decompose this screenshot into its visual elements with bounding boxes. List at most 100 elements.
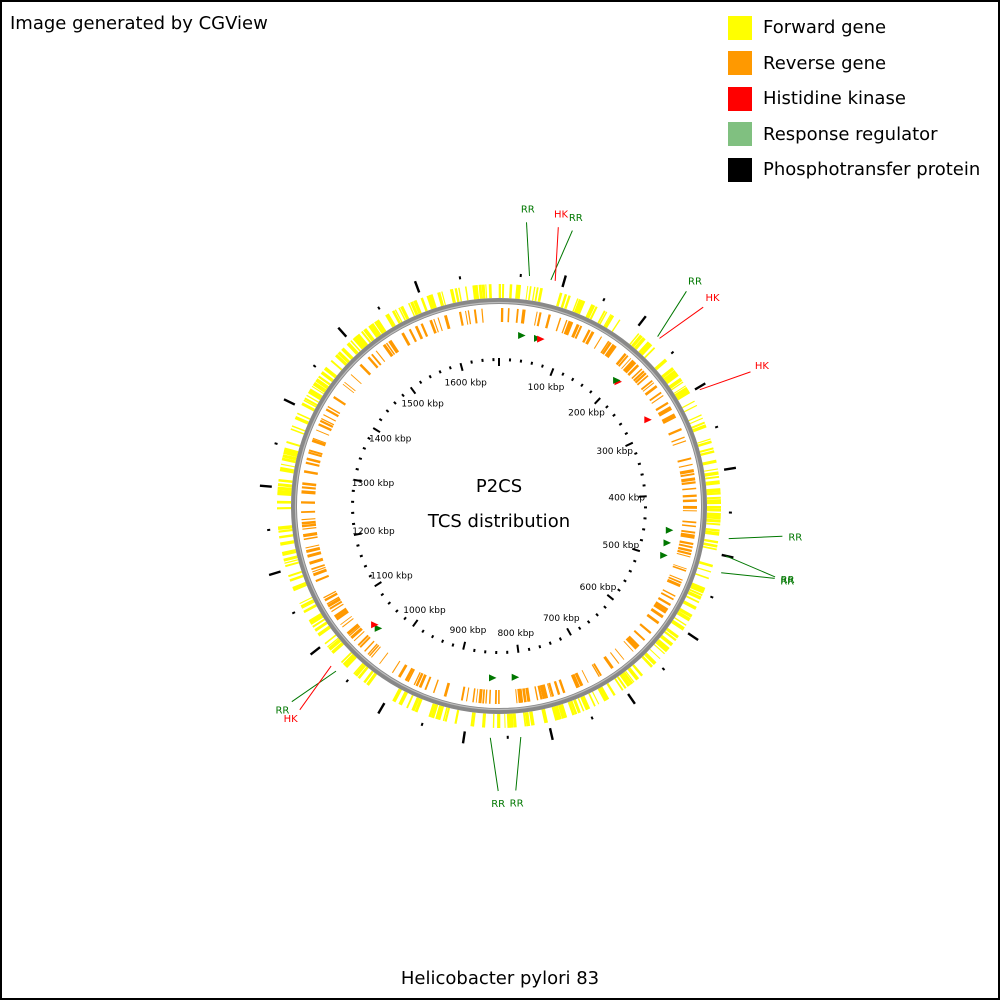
- forward-gene: [655, 640, 669, 653]
- reverse-gene: [653, 603, 667, 614]
- reverse-gene: [308, 449, 323, 456]
- forward-gene: [426, 294, 435, 310]
- forward-gene: [392, 688, 402, 703]
- forward-gene: [328, 638, 342, 651]
- ruler-tick-minor: [595, 613, 599, 617]
- outer-tick-minor: [420, 722, 424, 727]
- legend-label: Phosphotransfer protein: [763, 159, 981, 181]
- reverse-gene: [370, 646, 381, 658]
- reverse-gene: [547, 682, 555, 697]
- reverse-gene: [306, 457, 321, 464]
- forward-gene: [346, 342, 359, 355]
- reverse-gene: [437, 317, 443, 332]
- ruler-label: 1300 kbp: [352, 479, 395, 489]
- reverse-gene: [668, 428, 682, 436]
- ruler-tick-minor: [451, 643, 455, 647]
- forward-gene: [588, 693, 596, 707]
- ruler-tick-minor: [603, 605, 607, 609]
- forward-gene: [357, 666, 369, 679]
- ruler-tick-minor: [441, 639, 445, 643]
- tcs-marker: [660, 551, 668, 559]
- reverse-gene: [301, 518, 316, 521]
- legend-item-reverse-gene: Reverse gene: [728, 46, 980, 82]
- forward-gene: [473, 284, 480, 300]
- legend-label: Response regulator: [763, 123, 938, 145]
- reverse-gene: [520, 309, 526, 324]
- forward-gene: [376, 319, 387, 333]
- reverse-gene: [677, 457, 692, 463]
- reverse-gene: [308, 451, 323, 458]
- ruler-tick-minor: [612, 413, 616, 417]
- forward-gene: [398, 307, 407, 321]
- forward-gene: [292, 581, 306, 589]
- ruler-label: 200 kbp: [568, 409, 605, 419]
- reverse-gene: [681, 524, 696, 528]
- reverse-gene: [651, 395, 664, 404]
- forward-gene: [687, 590, 702, 600]
- forward-gene: [515, 284, 521, 299]
- reverse-gene: [382, 343, 394, 358]
- rr-label: RR: [688, 277, 702, 288]
- forward-gene: [509, 284, 513, 299]
- reverse-gene: [333, 396, 347, 406]
- reverse-gene: [553, 680, 561, 695]
- reverse-gene: [677, 546, 693, 553]
- feature-leader-line: [291, 670, 337, 703]
- ruler-label: 900 kbp: [450, 626, 487, 636]
- legend-item-response-regulator: Response regulator: [728, 117, 980, 153]
- forward-gene: [704, 471, 719, 477]
- reverse-gene: [539, 684, 546, 700]
- reverse-gene: [680, 472, 695, 478]
- outer-tick-major: [377, 702, 386, 715]
- reverse-gene: [303, 536, 318, 541]
- ruler-tick-minor: [380, 592, 385, 597]
- forward-gene: [556, 292, 563, 307]
- forward-gene: [603, 314, 612, 327]
- genome-backbone: [291, 298, 707, 714]
- forward-gene: [485, 284, 488, 299]
- reverse-gene: [371, 353, 382, 366]
- forward-gene: [279, 534, 294, 539]
- ruler-tick-minor: [618, 422, 623, 426]
- forward-gene: [385, 313, 396, 328]
- reverse-gene: [321, 418, 335, 426]
- forward-gene: [304, 397, 318, 407]
- reverse-gene: [346, 623, 360, 635]
- reverse-gene: [671, 436, 685, 443]
- reverse-gene: [541, 684, 549, 699]
- forward-gene: [572, 298, 579, 312]
- ruler-tick-minor: [358, 457, 363, 461]
- forward-gene: [592, 691, 600, 705]
- forward-gene: [580, 695, 591, 710]
- ruler-tick-minor: [637, 462, 642, 466]
- outer-tick-minor: [710, 595, 714, 599]
- reverse-gene: [651, 608, 664, 617]
- ruler-tick-major: [638, 495, 647, 498]
- forward-gene: [308, 388, 323, 399]
- reverse-gene: [682, 520, 697, 524]
- forward-gene: [684, 404, 698, 413]
- feature-leader-line: [728, 535, 783, 540]
- forward-gene: [690, 584, 705, 594]
- forward-gene: [344, 655, 357, 669]
- forward-gene: [370, 322, 382, 337]
- forward-gene: [281, 457, 296, 464]
- forward-gene: [589, 306, 598, 320]
- forward-gene: [366, 672, 378, 686]
- forward-gene: [622, 671, 634, 685]
- forward-gene: [429, 294, 437, 309]
- reverse-gene: [424, 676, 432, 691]
- forward-gene: [363, 328, 375, 342]
- forward-gene: [705, 530, 720, 536]
- reverse-gene: [642, 382, 655, 392]
- forward-gene: [350, 340, 361, 352]
- ruler-label: 700 kbp: [543, 614, 580, 624]
- outer-tick-major: [687, 632, 699, 641]
- forward-gene: [689, 417, 704, 425]
- reverse-gene: [472, 688, 476, 703]
- reverse-gene: [305, 544, 320, 549]
- tcs-marker: [644, 416, 652, 424]
- forward-gene: [361, 330, 372, 344]
- forward-gene: [661, 367, 675, 379]
- forward-gene: [286, 440, 301, 447]
